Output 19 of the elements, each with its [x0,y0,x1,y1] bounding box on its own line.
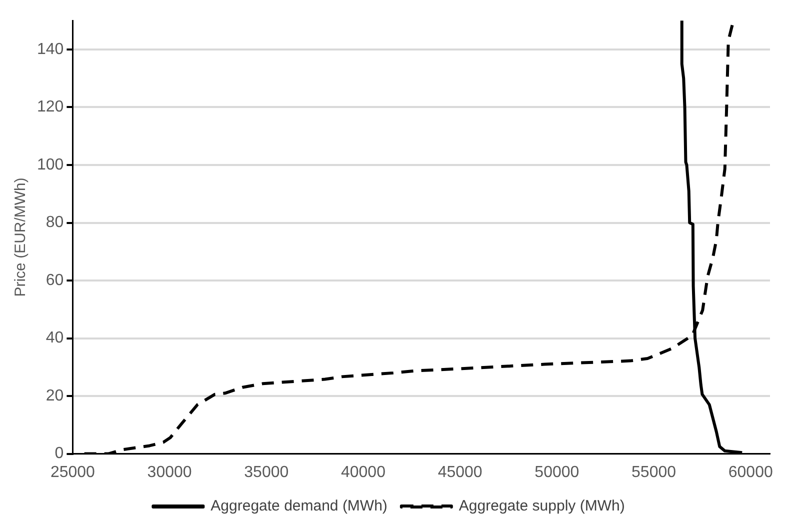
y-axis-title: Price (EUR/MWh) [12,178,30,297]
y-tick-label: 60 [46,272,64,289]
x-tick-label: 40000 [340,464,386,481]
x-tick-label: 25000 [50,464,96,481]
y-tick-label: 140 [36,40,64,58]
x-tick-label: 35000 [244,464,289,481]
x-tick-label: 60000 [728,464,773,481]
x-tick-label: 50000 [534,464,580,481]
legend-label: Aggregate supply (MWh) [458,498,625,515]
y-tick-label: 100 [36,156,64,174]
y-tick-label: 120 [36,98,64,116]
x-tick-label: 55000 [632,464,676,481]
x-tick-label: 30000 [147,464,192,481]
y-tick-label: 40 [46,330,64,347]
legend-label: Aggregate demand (MWh) [210,498,388,515]
y-tick-label: 20 [46,387,64,404]
x-tick-label: 45000 [438,464,482,481]
y-tick-label: 80 [46,214,64,232]
y-tick-label: 0 [54,445,64,462]
